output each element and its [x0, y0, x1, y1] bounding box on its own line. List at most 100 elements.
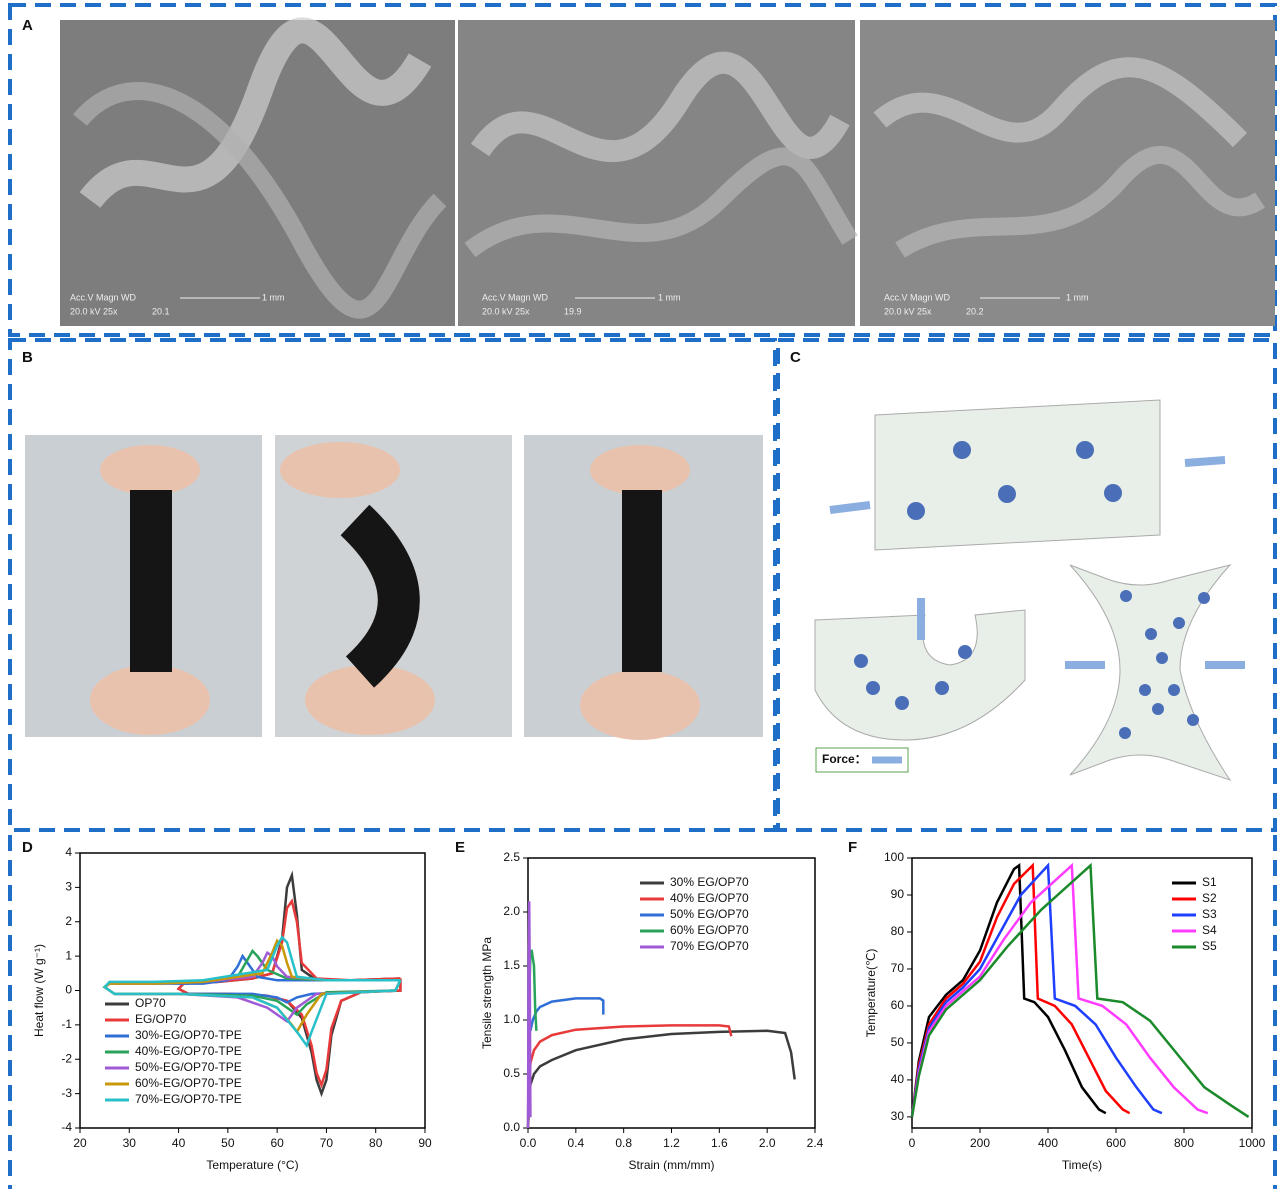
legend-label: S1: [1202, 875, 1217, 889]
force-label: Force：: [822, 752, 867, 766]
sem-wd: 19.9: [564, 306, 582, 316]
legend-label: 30% EG/OP70: [670, 875, 749, 889]
x-axis-label: Time(s): [1062, 1158, 1102, 1172]
sem-wd: 20.1: [152, 306, 170, 316]
y-tick-label: -3: [61, 1086, 72, 1100]
y-tick-label: 100: [884, 850, 904, 864]
y-tick-label: 0.0: [503, 1120, 520, 1134]
photo: [275, 435, 512, 737]
x-tick-label: 600: [1106, 1136, 1126, 1150]
schematic: Force：: [815, 400, 1245, 780]
y-tick-label: 1: [65, 948, 72, 962]
sem-scale: 1 mm: [658, 292, 681, 302]
legend-label: 30%-EG/OP70-TPE: [135, 1028, 242, 1042]
y-tick-label: 80: [891, 924, 905, 938]
y-axis-label: Heat flow (W g⁻¹): [32, 944, 46, 1037]
x-tick-label: 60: [270, 1136, 284, 1150]
panel-label: B: [22, 349, 33, 366]
x-tick-label: 2.0: [759, 1136, 776, 1150]
x-tick-label: 70: [320, 1136, 334, 1150]
sem-settings: 20.0 kV 25x: [70, 306, 118, 316]
y-tick-label: -2: [61, 1051, 72, 1065]
panel-label: E: [455, 839, 465, 856]
legend-label: S5: [1202, 939, 1217, 953]
y-tick-label: -4: [61, 1120, 72, 1134]
x-tick-label: 0: [909, 1136, 916, 1150]
y-tick-label: 30: [891, 1109, 905, 1123]
photo: [25, 435, 262, 737]
y-tick-label: 4: [65, 845, 72, 859]
legend-label: 40% EG/OP70: [670, 891, 749, 905]
legend-label: 70% EG/OP70: [670, 939, 749, 953]
y-tick-label: 3: [65, 880, 72, 894]
sem-scale: 1 mm: [262, 292, 285, 302]
x-tick-label: 0.0: [520, 1136, 537, 1150]
x-tick-label: 400: [1038, 1136, 1058, 1150]
panel-label: F: [848, 839, 857, 856]
sem-image: Acc.V Magn WD 20.0 kV 25x 19.9 1 mm: [458, 20, 855, 326]
x-tick-label: 800: [1174, 1136, 1194, 1150]
x-tick-label: 0.4: [567, 1136, 584, 1150]
y-tick-label: 70: [891, 961, 905, 975]
x-tick-label: 200: [970, 1136, 990, 1150]
y-tick-label: 2.5: [503, 850, 520, 864]
x-tick-label: 0.8: [615, 1136, 632, 1150]
x-axis-label: Temperature (°C): [206, 1158, 298, 1172]
data-line: [530, 998, 603, 1030]
legend-label: S4: [1202, 923, 1217, 937]
legend-label: 40%-EG/OP70-TPE: [135, 1044, 242, 1058]
panel-label: A: [22, 17, 33, 34]
x-tick-label: 40: [172, 1136, 186, 1150]
y-axis-label: Temperature(℃): [864, 949, 878, 1038]
x-tick-label: 20: [73, 1136, 87, 1150]
legend-label: S3: [1202, 907, 1217, 921]
legend-label: S2: [1202, 891, 1217, 905]
x-tick-label: 1000: [1239, 1136, 1266, 1150]
sem-image: Acc.V Magn WD 20.0 kV 25x 20.1 1 mm: [60, 20, 455, 326]
y-tick-label: 0.5: [503, 1066, 520, 1080]
x-tick-label: 50: [221, 1136, 235, 1150]
x-tick-label: 90: [418, 1136, 432, 1150]
legend-label: 50% EG/OP70: [670, 907, 749, 921]
y-tick-label: 50: [891, 1035, 905, 1049]
x-tick-label: 2.4: [807, 1136, 824, 1150]
y-axis-label: Tensile strength MPa: [480, 937, 494, 1049]
y-tick-label: 2: [65, 914, 72, 928]
y-tick-label: 60: [891, 998, 905, 1012]
photo: [524, 435, 763, 740]
legend-label: 60% EG/OP70: [670, 923, 749, 937]
sem-header: Acc.V Magn WD: [70, 292, 137, 302]
x-axis-label: Strain (mm/mm): [629, 1158, 715, 1172]
y-tick-label: -1: [61, 1017, 72, 1031]
sem-settings: 20.0 kV 25x: [482, 306, 530, 316]
y-tick-label: 0: [65, 983, 72, 997]
data-line: [105, 953, 401, 1022]
x-tick-label: 80: [369, 1136, 383, 1150]
figure: A B C D E F Acc.V Magn WD 20.0 kV 25x 20…: [0, 0, 1280, 1189]
y-tick-label: 2.0: [503, 904, 520, 918]
x-tick-label: 30: [123, 1136, 137, 1150]
y-tick-label: 90: [891, 887, 905, 901]
data-line: [528, 1031, 795, 1128]
sem-image: Acc.V Magn WD 20.0 kV 25x 20.2 1 mm: [860, 20, 1275, 326]
legend-label: EG/OP70: [135, 1012, 187, 1026]
x-tick-label: 1.2: [663, 1136, 680, 1150]
legend-label: 50%-EG/OP70-TPE: [135, 1060, 242, 1074]
data-line: [528, 901, 530, 1128]
y-tick-label: 1.5: [503, 958, 520, 972]
sem-header: Acc.V Magn WD: [884, 292, 951, 302]
y-tick-label: 1.0: [503, 1012, 520, 1026]
sem-header: Acc.V Magn WD: [482, 292, 549, 302]
legend-label: 60%-EG/OP70-TPE: [135, 1076, 242, 1090]
legend-label: 70%-EG/OP70-TPE: [135, 1092, 242, 1106]
panel-label: D: [22, 839, 33, 856]
y-tick-label: 40: [891, 1072, 905, 1086]
legend-label: OP70: [135, 996, 166, 1010]
sem-wd: 20.2: [966, 306, 984, 316]
sem-scale: 1 mm: [1066, 292, 1089, 302]
x-tick-label: 1.6: [711, 1136, 728, 1150]
data-line: [912, 865, 1106, 1117]
data-line: [528, 1025, 731, 1128]
panel-label: C: [790, 349, 801, 366]
sem-settings: 20.0 kV 25x: [884, 306, 932, 316]
